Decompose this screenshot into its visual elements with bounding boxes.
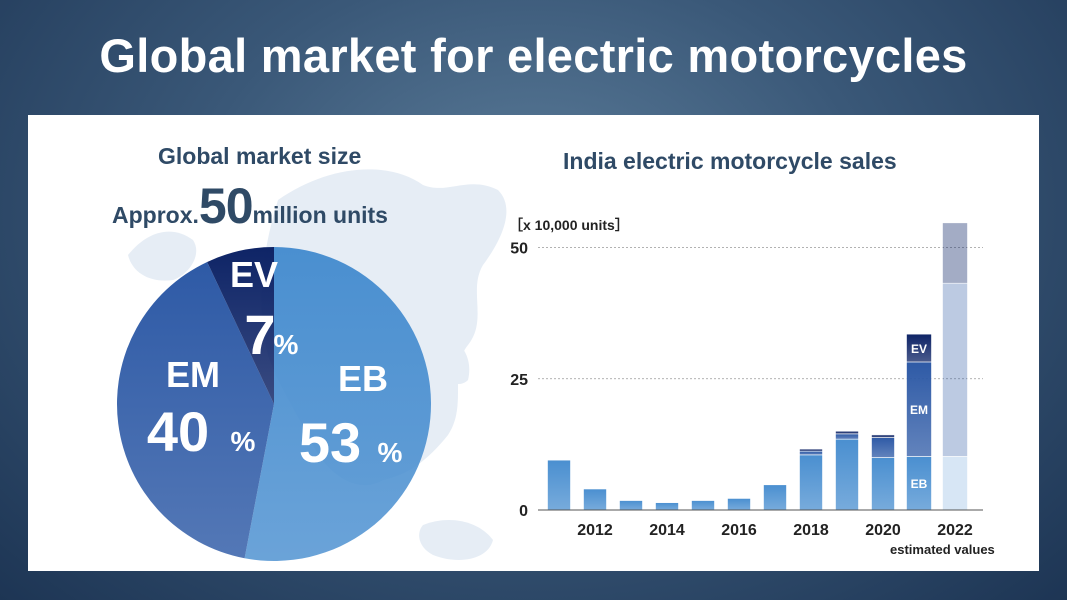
- bar-2018-em: [799, 450, 823, 456]
- pie-label-eb: EB: [338, 358, 388, 399]
- bar-2019-eb: [835, 438, 859, 511]
- y-axis-unit-label: ［x 10,000 units］: [509, 217, 629, 233]
- approx-prefix: Approx.: [112, 202, 199, 228]
- stack-label-eb: EB: [911, 477, 928, 491]
- x-tick-label: 2012: [577, 522, 613, 539]
- bar-2019-ev: [835, 430, 859, 435]
- x-tick-label: 2018: [793, 522, 829, 539]
- bar-2022-em: [942, 282, 968, 457]
- pie-title: Global market size: [158, 143, 362, 169]
- x-tick-label: 2016: [721, 522, 757, 539]
- pie-label-em: EM: [166, 354, 220, 395]
- bar-2019-em: [835, 433, 859, 440]
- pie-value-em: 40: [147, 400, 209, 463]
- bar-2020-ev: [871, 434, 895, 438]
- y-tick-label: 25: [510, 372, 528, 389]
- bar-2018-eb: [799, 454, 823, 511]
- bar-2011-eb: [547, 459, 571, 511]
- approx-value: 50: [198, 178, 254, 234]
- pie-percent-ev: %: [274, 329, 299, 360]
- pie-label-ev: EV: [230, 254, 278, 295]
- bar-2021-ev: [906, 333, 932, 363]
- bar-2022-eb: [942, 456, 968, 511]
- estimated-values-label: estimated values: [890, 542, 995, 557]
- x-tick-label: 2014: [649, 522, 685, 539]
- bar-2017-eb: [763, 484, 787, 511]
- pie-value-eb: 53: [299, 411, 361, 474]
- y-tick-label: 0: [519, 503, 528, 520]
- pie-slice-em: [117, 261, 275, 559]
- india-sales-bar-chart: 0 25 50 EB EM EV 2012 2014 2016 2018 2020 2022: [510, 222, 983, 539]
- bar-2014-eb: [655, 502, 679, 511]
- pie-slice-ev: [207, 247, 274, 404]
- stack-label-em: EM: [910, 403, 928, 417]
- bar-2021-em: [906, 361, 932, 457]
- page-title: Global market for electric motorcycles: [99, 29, 968, 82]
- bar-2016-eb: [727, 498, 751, 511]
- bar-2021-eb: [906, 456, 932, 511]
- pie-value-ev: 7: [244, 303, 275, 366]
- x-tick-label: 2022: [937, 522, 973, 539]
- bar-2020-em: [871, 437, 895, 458]
- bar-2018-ev: [799, 448, 823, 452]
- pie-percent-eb: %: [378, 437, 403, 468]
- pie-percent-em: %: [231, 426, 256, 457]
- bar-2013-eb: [619, 500, 643, 511]
- market-size-statement: Approx.50million units: [112, 177, 388, 235]
- bar-2015-eb: [691, 500, 715, 511]
- bar-2022-ev: [942, 222, 968, 284]
- chart-panel: Global market size Approx.50million unit…: [28, 115, 1039, 571]
- stack-label-ev: EV: [911, 342, 927, 356]
- x-tick-label: 2020: [865, 522, 901, 539]
- bar-2012-eb: [583, 488, 607, 511]
- pie-slice-eb: [244, 247, 432, 561]
- market-share-pie-chart: EB 53 % EM 40 % EV 7%: [117, 247, 432, 561]
- bar-chart-title: India electric motorcycle sales: [563, 148, 897, 174]
- approx-suffix: million units: [252, 202, 388, 228]
- bar-2020-eb: [871, 457, 895, 511]
- y-tick-label: 50: [510, 241, 528, 258]
